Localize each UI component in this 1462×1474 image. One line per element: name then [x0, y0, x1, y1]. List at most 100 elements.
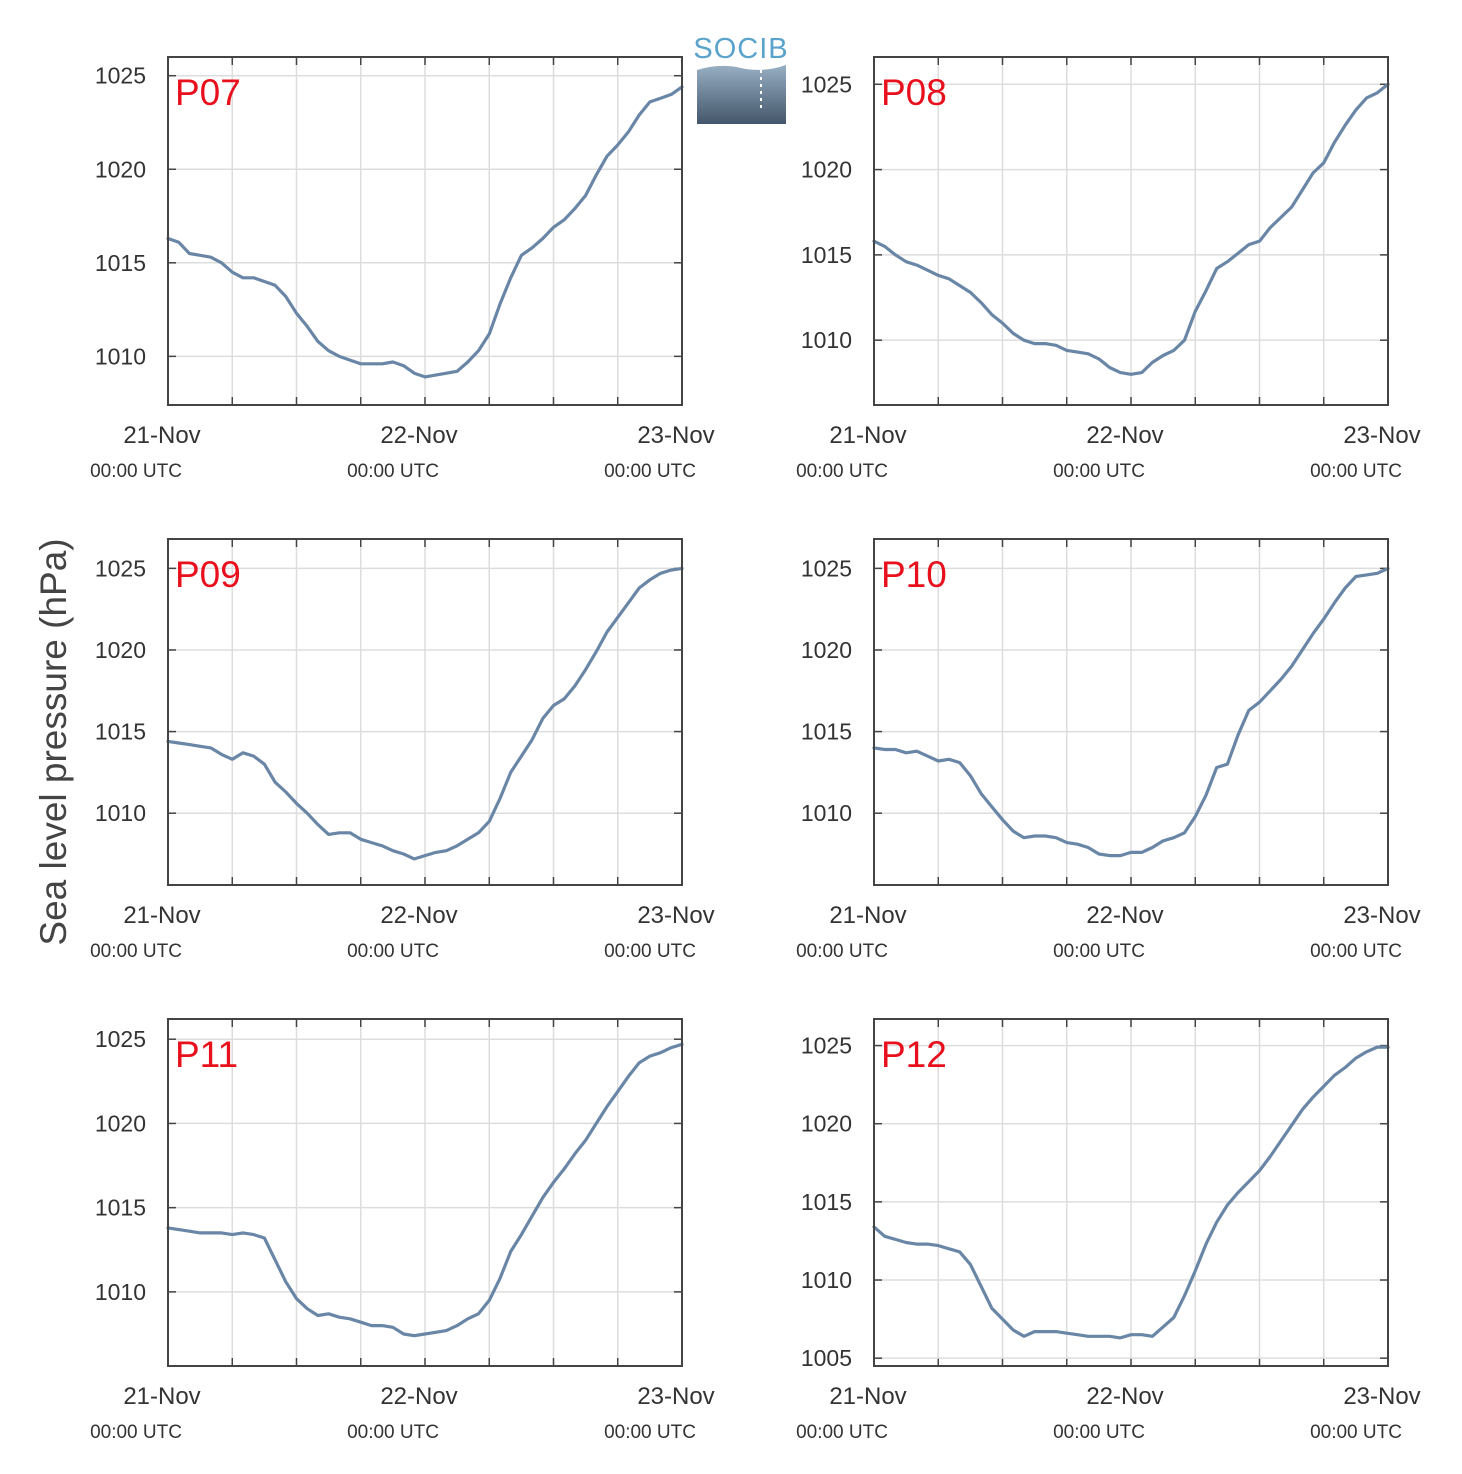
data-point: [252, 755, 255, 757]
data-point: [1344, 124, 1346, 126]
data-point: [1033, 342, 1036, 345]
data-point: [1365, 574, 1368, 576]
data-point: [948, 278, 950, 280]
data-point: [360, 838, 362, 841]
data-point: [894, 254, 897, 256]
data-point: [1215, 766, 1218, 769]
y-tick-label: 1010: [801, 1267, 852, 1293]
data-point: [659, 572, 662, 575]
x-tick-time-label: 00:00 UTC: [90, 941, 182, 962]
y-tick-label: 1010: [95, 800, 146, 826]
data-point: [670, 93, 673, 96]
data-point: [413, 858, 416, 860]
x-tick-date-label: 22-Nov: [380, 902, 457, 929]
data-point: [1333, 141, 1336, 144]
data-point: [1130, 851, 1132, 854]
data-point: [883, 1235, 886, 1238]
data-point: [1023, 836, 1025, 839]
data-point: [606, 1105, 608, 1108]
data-point: [1001, 818, 1004, 821]
panel-p09: 1010 1015 1020 1025 P09 21-Nov 00:00 UTC 22-Nov…: [90, 538, 715, 962]
data-point: [1376, 572, 1379, 575]
data-point: [1226, 260, 1229, 263]
data-point: [1248, 709, 1250, 712]
data-point: [424, 376, 426, 378]
data-point: [1237, 1191, 1239, 1194]
x-tick-date-label: 21-Nov: [829, 902, 906, 929]
y-tick-label: 1010: [95, 343, 146, 369]
x-tick-time-label: 00:00 UTC: [796, 941, 888, 962]
data-point: [980, 301, 982, 304]
data-point: [1183, 1294, 1186, 1297]
data-point: [1248, 1180, 1250, 1183]
data-point: [509, 771, 512, 774]
data-point: [916, 264, 918, 266]
y-tick-label: 1020: [95, 1110, 146, 1136]
data-point: [649, 579, 651, 581]
data-point: [980, 1285, 982, 1288]
data-point: [520, 1233, 523, 1236]
data-point: [1344, 1066, 1346, 1069]
data-point: [1226, 763, 1229, 765]
data-point: [552, 1181, 555, 1184]
x-tick-time-label: 00:00 UTC: [796, 1422, 888, 1443]
data-point: [883, 748, 886, 751]
data-point: [467, 1318, 469, 1320]
data-point: [1269, 226, 1271, 229]
data-point: [1280, 216, 1282, 219]
data-point: [638, 1062, 640, 1064]
data-point: [220, 1232, 223, 1234]
panel-p08: 1010 1015 1020 1025 P08 21-Nov 00:00 UTC 22-Nov…: [796, 56, 1421, 482]
data-point: [969, 1263, 972, 1266]
data-point: [958, 284, 961, 287]
data-point: [263, 280, 266, 283]
data-point: [1355, 575, 1357, 578]
y-tick-label: 1020: [95, 156, 146, 182]
data-point: [177, 1228, 180, 1231]
data-point: [434, 374, 437, 376]
x-tick-time-label: 00:00 UTC: [796, 461, 888, 482]
data-point: [317, 340, 319, 343]
data-point: [220, 753, 223, 756]
data-point: [1023, 339, 1025, 342]
plot-frame: [167, 538, 683, 886]
data-point: [1312, 1096, 1314, 1098]
data-point: [1344, 587, 1346, 589]
data-point: [552, 704, 555, 707]
data-point: [1162, 840, 1164, 842]
data-point: [937, 1244, 940, 1247]
y-tick-label: 1015: [801, 1189, 852, 1215]
data-point: [905, 752, 907, 754]
panel-label: P11: [175, 1034, 238, 1075]
data-point: [199, 1232, 201, 1234]
data-point: [210, 1232, 212, 1234]
data-point: [210, 747, 212, 749]
data-point: [1258, 701, 1261, 703]
data-point: [445, 1329, 448, 1332]
data-point: [285, 295, 287, 298]
data-point: [1333, 601, 1336, 604]
data-point: [456, 845, 458, 847]
data-point: [659, 1051, 662, 1054]
data-point: [1119, 854, 1122, 857]
data-point: [958, 761, 961, 764]
data-point: [477, 1313, 480, 1315]
data-point: [649, 101, 651, 103]
data-point: [360, 1321, 362, 1323]
data-point: [1044, 1330, 1047, 1333]
data-point: [542, 237, 544, 240]
x-tick-time-label: 00:00 UTC: [347, 941, 439, 962]
data-point: [991, 1307, 993, 1309]
y-tick-label: 1025: [95, 1026, 146, 1052]
data-point: [1312, 172, 1314, 174]
data-point: [1098, 1335, 1100, 1338]
data-point: [231, 758, 234, 761]
y-tick-label: 1025: [801, 555, 852, 581]
data-point: [1205, 289, 1207, 292]
data-point: [1258, 240, 1261, 242]
data-point: [1140, 1333, 1143, 1336]
data-point: [670, 569, 673, 571]
x-tick-time-label: 00:00 UTC: [347, 461, 439, 482]
data-point: [370, 841, 373, 844]
